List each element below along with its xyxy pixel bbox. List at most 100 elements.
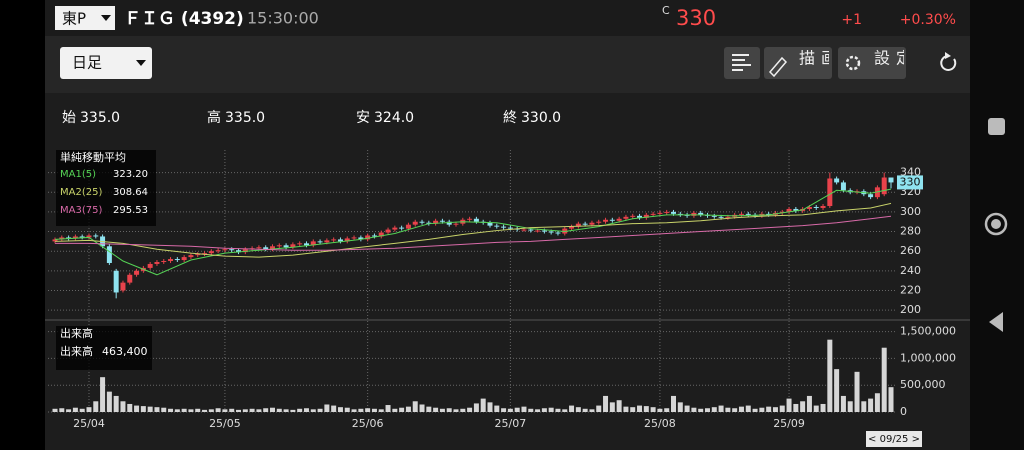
volume-bar xyxy=(881,347,887,412)
volume-bar xyxy=(317,408,323,412)
y-tick-label: 300 xyxy=(900,205,921,218)
volume-tick-label: 1,000,000 xyxy=(900,351,956,364)
candle-body xyxy=(72,236,78,239)
candle-body xyxy=(147,263,153,268)
candle-body xyxy=(365,235,371,240)
candle-body xyxy=(59,237,65,240)
volume-bar xyxy=(236,409,242,412)
candle-body xyxy=(541,230,547,232)
candle-body xyxy=(195,254,201,256)
legend-value: 308.64 xyxy=(113,187,148,198)
volume-bar xyxy=(745,405,751,412)
volume-bar xyxy=(188,409,194,412)
volume-bar xyxy=(868,398,874,412)
volume-bar xyxy=(480,398,486,412)
volume-bar xyxy=(460,408,466,412)
candle-body xyxy=(66,237,72,239)
volume-legend-title: 出来高 xyxy=(60,326,93,340)
indicator-button[interactable] xyxy=(724,47,760,79)
settings-button[interactable] xyxy=(838,47,906,79)
candle-body xyxy=(344,238,350,242)
draw-button[interactable] xyxy=(764,47,832,79)
chart-area xyxy=(45,93,970,450)
candle-body xyxy=(555,232,561,234)
candle-body xyxy=(283,245,289,248)
ohlc-value: 324.0 xyxy=(374,110,414,126)
ma-legend-box xyxy=(56,150,156,226)
pencil-icon xyxy=(768,56,788,78)
x-tick-label: 25/07 xyxy=(495,417,527,430)
top-bar xyxy=(45,0,970,36)
candle-body xyxy=(725,216,731,218)
volume-bar xyxy=(208,409,214,412)
draw-label: 描画 xyxy=(799,49,843,68)
recent-button[interactable] xyxy=(988,118,1005,135)
candle-body xyxy=(501,226,507,228)
volume-bar xyxy=(453,409,459,412)
volume-bar xyxy=(385,405,391,412)
candle-body xyxy=(840,182,846,191)
candle-body xyxy=(433,220,439,224)
candle-body xyxy=(637,215,643,218)
candle-body xyxy=(276,245,282,247)
candle-body xyxy=(888,177,894,183)
candle-body xyxy=(120,282,126,291)
volume-bar xyxy=(793,403,799,412)
candle-body xyxy=(331,239,337,241)
volume-bar xyxy=(174,409,180,412)
volume-bar xyxy=(433,407,439,412)
volume-bar xyxy=(596,405,602,412)
candle-body xyxy=(174,259,180,261)
candle-body xyxy=(242,249,248,253)
volume-bar xyxy=(405,406,411,412)
volume-bar xyxy=(106,391,112,412)
candle-body xyxy=(215,250,221,252)
candle-body xyxy=(208,251,214,254)
legend-name: MA3(75) xyxy=(60,205,102,216)
ohlc-value: 330.0 xyxy=(521,110,561,126)
cursor-date-box xyxy=(866,431,922,447)
volume-bar xyxy=(195,408,201,412)
back-button[interactable] xyxy=(989,312,1003,332)
volume-bar xyxy=(419,404,425,412)
price-tag: 330 xyxy=(900,175,921,188)
candle-body xyxy=(392,227,398,230)
candle-body xyxy=(93,235,99,237)
candle-body xyxy=(698,212,704,215)
ohlc-label: 始 xyxy=(62,110,76,126)
ohlc-label: 安 xyxy=(356,110,370,126)
volume-bar xyxy=(351,409,357,412)
volume-bar xyxy=(766,406,772,412)
candle-body xyxy=(303,243,309,246)
volume-bar xyxy=(276,408,282,412)
volume-bar xyxy=(786,398,792,412)
candle-body xyxy=(806,206,812,209)
volume-bar xyxy=(79,408,85,412)
candle-body xyxy=(827,178,833,206)
volume-legend-box xyxy=(56,326,152,370)
volume-bar xyxy=(752,408,758,412)
volume-bar xyxy=(140,406,146,412)
candle-body xyxy=(310,241,316,246)
y-tick-label: 220 xyxy=(900,283,921,296)
market: 東P xyxy=(62,10,86,28)
candle-body xyxy=(446,221,452,225)
legend-value: 323.20 xyxy=(113,169,148,180)
volume-bar xyxy=(100,377,106,412)
period-select[interactable] xyxy=(60,47,152,79)
candle-body xyxy=(494,225,500,227)
gear-icon xyxy=(845,55,861,71)
home-button[interactable] xyxy=(984,212,1008,236)
candle-body xyxy=(868,194,874,198)
refresh-button[interactable] xyxy=(940,55,957,71)
y-tick-label: 240 xyxy=(900,264,921,277)
candle-body xyxy=(412,221,418,225)
volume-bar xyxy=(806,395,812,412)
left-edge xyxy=(0,0,45,450)
volume-bar xyxy=(378,409,384,412)
volume-bar xyxy=(589,409,595,412)
volume-bar xyxy=(412,401,418,412)
volume-bar xyxy=(840,395,846,412)
candle-body xyxy=(86,235,92,238)
